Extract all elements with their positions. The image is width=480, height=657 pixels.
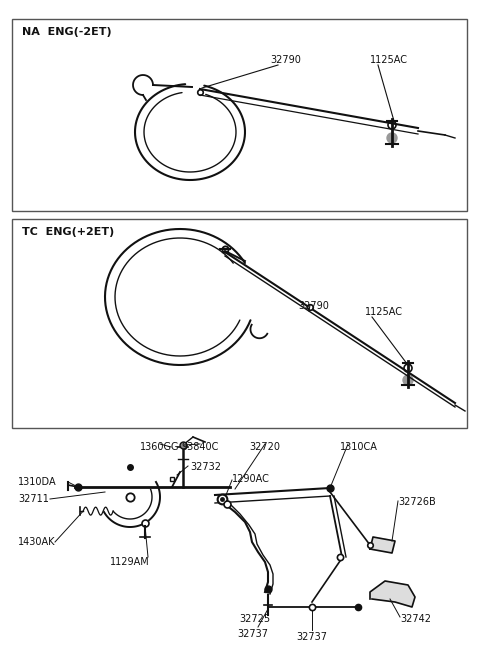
Text: 32742: 32742 — [400, 614, 431, 624]
Text: 32790: 32790 — [298, 301, 329, 311]
Text: 32726B: 32726B — [398, 497, 436, 507]
Bar — [12, 19, 467, 211]
Text: 32720: 32720 — [250, 442, 280, 452]
Circle shape — [403, 375, 413, 385]
Text: 1310CA: 1310CA — [340, 442, 378, 452]
Text: 1430AK: 1430AK — [18, 537, 56, 547]
Text: TC  ENG(+2ET): TC ENG(+2ET) — [22, 227, 114, 237]
Text: 32725: 32725 — [240, 614, 271, 624]
Text: 32737: 32737 — [297, 632, 327, 642]
Polygon shape — [370, 537, 395, 553]
Text: 1125AC: 1125AC — [365, 307, 403, 317]
Bar — [12, 219, 467, 428]
Polygon shape — [370, 581, 415, 607]
Text: 1129AM: 1129AM — [110, 557, 150, 567]
Text: 93840C: 93840C — [181, 442, 219, 452]
Text: 32711: 32711 — [18, 494, 49, 504]
Circle shape — [387, 133, 397, 143]
Text: 32737: 32737 — [238, 629, 268, 639]
Text: 1310DA: 1310DA — [18, 477, 57, 487]
Text: 32790: 32790 — [270, 55, 301, 65]
Text: NA  ENG(-2ET): NA ENG(-2ET) — [22, 27, 112, 37]
Text: 1290AC: 1290AC — [232, 474, 270, 484]
Text: 1360GG: 1360GG — [140, 442, 180, 452]
Text: 32732: 32732 — [190, 462, 221, 472]
Text: 1125AC: 1125AC — [370, 55, 408, 65]
